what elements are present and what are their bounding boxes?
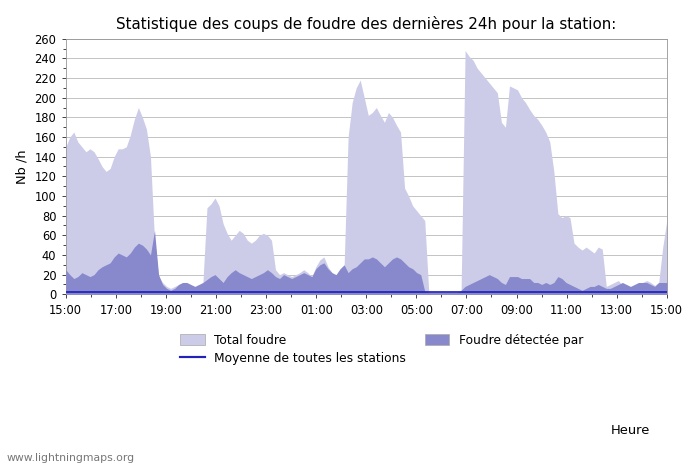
Text: www.lightningmaps.org: www.lightningmaps.org — [7, 453, 135, 463]
Y-axis label: Nb /h: Nb /h — [15, 149, 29, 184]
Title: Statistique des coups de foudre des dernières 24h pour la station:: Statistique des coups de foudre des dern… — [116, 15, 616, 32]
Text: Heure: Heure — [610, 424, 649, 437]
Legend: Total foudre, Moyenne de toutes les stations, Foudre détectée par: Total foudre, Moyenne de toutes les stat… — [180, 334, 583, 365]
